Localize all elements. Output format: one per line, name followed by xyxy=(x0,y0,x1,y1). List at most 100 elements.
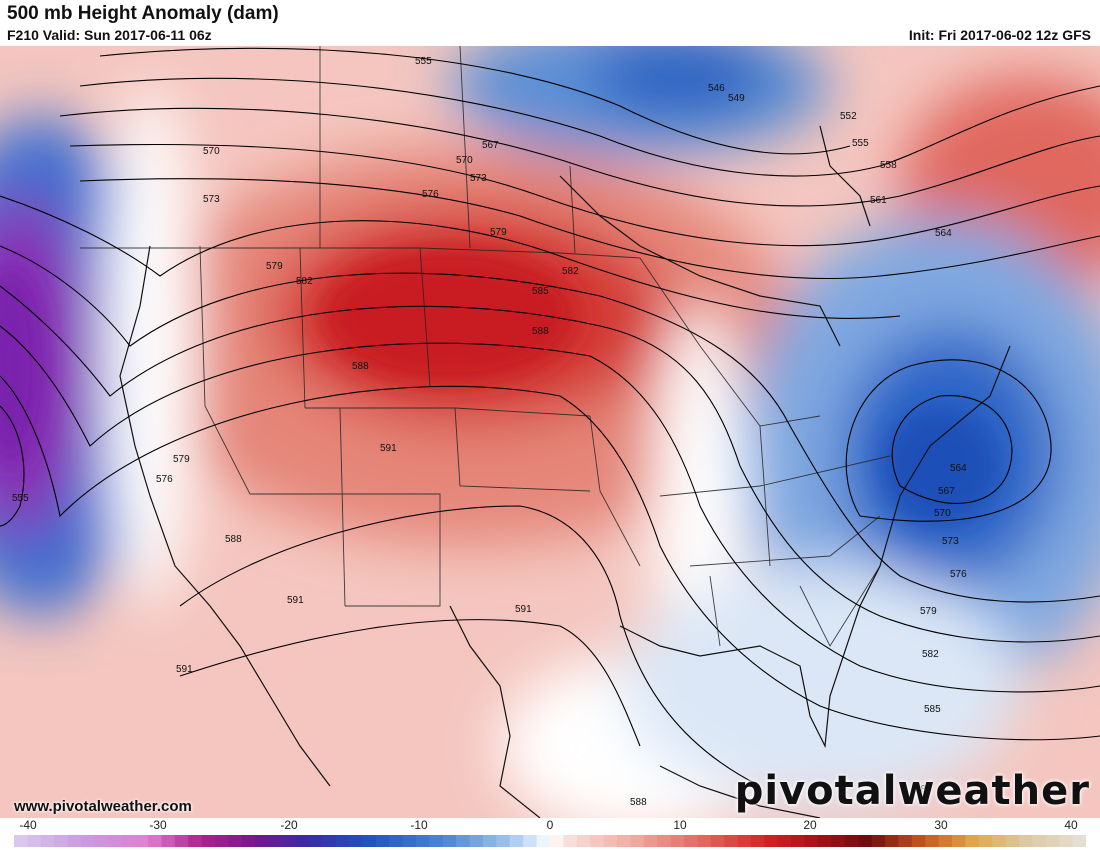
colorbar-swatch xyxy=(228,835,243,847)
contour-label: 588 xyxy=(225,534,242,545)
colorbar-swatch xyxy=(630,835,645,847)
colorbar-swatch xyxy=(978,835,993,847)
contour-label: 555 xyxy=(12,493,29,504)
colorbar-swatch xyxy=(121,835,136,847)
colorbar-swatch xyxy=(898,835,913,847)
colorbar-swatch xyxy=(268,835,283,847)
colorbar-swatch xyxy=(308,835,323,847)
colorbar-swatch xyxy=(550,835,564,847)
height-contours xyxy=(0,47,1100,787)
contour-label: 582 xyxy=(562,266,579,277)
colorbar-swatch xyxy=(684,835,698,847)
colorbar-swatch xyxy=(737,835,752,847)
colorbar-swatch xyxy=(697,835,712,847)
colorbar-swatch xyxy=(858,835,873,847)
colorbar-swatch xyxy=(322,835,337,847)
colorbar-swatch xyxy=(201,835,216,847)
colorbar-swatch xyxy=(925,835,940,847)
contour-label: 579 xyxy=(490,227,507,238)
colorbar-tick: -20 xyxy=(280,818,298,832)
colorbar-swatch xyxy=(938,835,953,847)
colorbar-tick: 30 xyxy=(934,818,948,832)
colorbar-swatch xyxy=(952,835,966,847)
colorbar-swatch xyxy=(643,835,658,847)
colorbar-tick: 10 xyxy=(673,818,687,832)
contour-label: 570 xyxy=(934,508,951,519)
contour-label: 564 xyxy=(950,463,967,474)
contour-label: 588 xyxy=(352,361,369,372)
colorbar-swatch xyxy=(965,835,980,847)
contour-label: 579 xyxy=(173,454,190,465)
colorbar-swatch xyxy=(1019,835,1033,847)
contour-label: 579 xyxy=(920,606,937,617)
contour-label: 555 xyxy=(852,138,869,149)
colorbar-swatch xyxy=(416,835,430,847)
colorbar-swatch xyxy=(389,835,404,847)
colorbar-swatch xyxy=(14,835,28,847)
colorbar-swatch xyxy=(536,835,551,847)
brand-logo: pivotalweather xyxy=(734,768,1090,814)
contour-label: 552 xyxy=(840,111,857,122)
contour-label: 591 xyxy=(380,443,397,454)
coastlines xyxy=(119,125,1011,818)
colorbar-swatch xyxy=(885,835,899,847)
contour-label: 591 xyxy=(176,664,193,675)
contour-label: 561 xyxy=(870,195,887,206)
colorbar-swatch xyxy=(27,835,42,847)
contour-label: 585 xyxy=(532,286,549,297)
colorbar-swatch xyxy=(402,835,417,847)
contour-label: 588 xyxy=(532,326,549,337)
colorbar-swatch xyxy=(362,835,377,847)
colorbar-swatch xyxy=(1005,835,1020,847)
colorbar-swatch xyxy=(724,835,739,847)
colorbar-swatch xyxy=(1059,835,1074,847)
colorbar-swatch xyxy=(751,835,765,847)
colorbar-swatch xyxy=(563,835,578,847)
colorbar-swatch xyxy=(576,835,591,847)
header: 500 mb Height Anomaly (dam) F210 Valid: … xyxy=(0,0,1100,46)
colorbar-swatch xyxy=(483,835,497,847)
colorbar-swatch xyxy=(81,835,95,847)
contour-label: 570 xyxy=(456,155,473,166)
map-canvas: 555 546 549 552 555 558 561 564 567 570 … xyxy=(0,46,1100,818)
colorbar-swatch xyxy=(469,835,484,847)
colorbar-swatch xyxy=(429,835,444,847)
contour-label: 549 xyxy=(728,93,745,104)
website-url: www.pivotalweather.com xyxy=(14,798,192,815)
colorbar-swatch xyxy=(496,835,511,847)
contour-label: 576 xyxy=(950,569,967,580)
contour-label: 564 xyxy=(935,228,952,239)
state-borders xyxy=(80,46,891,647)
colorbar-swatch xyxy=(831,835,846,847)
colorbar-swatch xyxy=(804,835,819,847)
colorbar-swatch xyxy=(590,835,605,847)
contour-label: 573 xyxy=(203,194,220,205)
colorbar-tick: 40 xyxy=(1064,818,1078,832)
colorbar-swatch xyxy=(94,835,109,847)
colorbar-tick: -30 xyxy=(149,818,167,832)
colorbar-swatch xyxy=(134,835,149,847)
colorbar-swatch xyxy=(161,835,176,847)
contour-label: 576 xyxy=(422,189,439,200)
colorbar-swatch xyxy=(188,835,203,847)
colorbar xyxy=(14,835,1086,847)
colorbar-swatch xyxy=(509,835,524,847)
colorbar-swatch xyxy=(777,835,792,847)
contour-label: 585 xyxy=(924,704,941,715)
colorbar-tick: -40 xyxy=(19,818,37,832)
contour-label: 591 xyxy=(515,604,532,615)
map-title: 500 mb Height Anomaly (dam) xyxy=(7,3,279,24)
colorbar-ticks: -40 -30 -20 -10 0 10 20 30 40 xyxy=(0,818,1100,834)
colorbar-swatch xyxy=(241,835,256,847)
colorbar-swatch xyxy=(764,835,779,847)
colorbar-swatch xyxy=(148,835,162,847)
init-time: Init: Fri 2017-06-02 12z GFS xyxy=(908,27,1091,43)
contour-label: 591 xyxy=(287,595,304,606)
colorbar-swatch xyxy=(710,835,725,847)
colorbar-swatch xyxy=(1072,835,1086,847)
colorbar-swatch xyxy=(871,835,886,847)
contour-label: 558 xyxy=(880,160,897,171)
colorbar-swatch xyxy=(349,835,363,847)
colorbar-swatch xyxy=(174,835,189,847)
contour-label: 555 xyxy=(415,56,432,67)
